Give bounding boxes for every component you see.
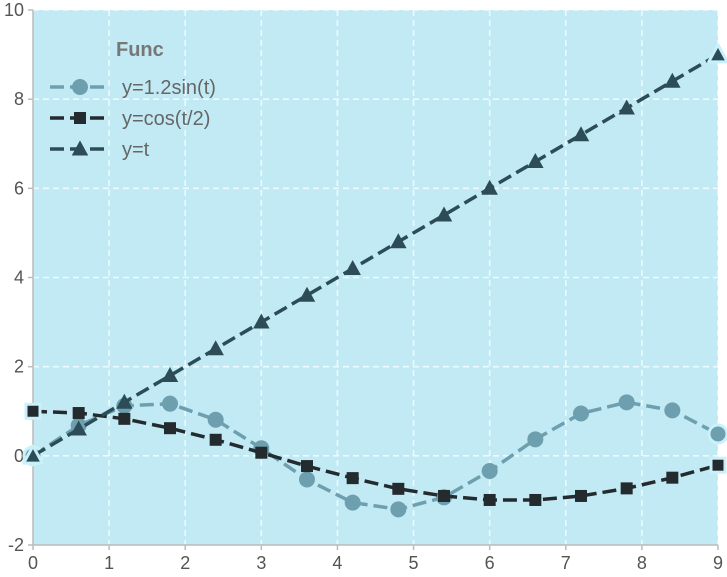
- series-line: [32, 400, 719, 512]
- data-point: [253, 313, 270, 329]
- legend: Func y=1.2sin(t) y=cos(t/2) y=t: [50, 39, 216, 161]
- data-point: [298, 286, 316, 302]
- legend-item: y=cos(t/2): [50, 108, 210, 130]
- data-point: [573, 405, 589, 422]
- data-point: [438, 489, 450, 502]
- legend-item: y=1.2sin(t): [50, 77, 216, 99]
- y-tick-label: 4: [14, 268, 24, 288]
- x-tick-label: 9: [713, 553, 723, 573]
- series-triangle: [22, 43, 727, 465]
- data-point: [575, 489, 587, 502]
- y-tick-label: 8: [14, 89, 24, 109]
- data-point: [72, 407, 85, 420]
- data-point: [22, 444, 44, 465]
- series-layer: [22, 43, 727, 518]
- series-line: [32, 53, 719, 458]
- data-point: [164, 422, 176, 435]
- legend-label: y=1.2sin(t): [122, 77, 216, 99]
- data-point: [572, 126, 590, 142]
- data-point: [255, 446, 268, 459]
- x-tick-label: 0: [28, 553, 38, 573]
- legend-item: y=t: [50, 139, 150, 161]
- data-point: [435, 206, 453, 222]
- grid: [33, 9, 719, 545]
- legend-label: y=cos(t/2): [122, 108, 210, 130]
- legend-label: y=t: [122, 139, 150, 161]
- y-tick-label: 6: [14, 178, 24, 198]
- x-tick-label: 8: [637, 553, 647, 573]
- data-point: [707, 423, 727, 445]
- legend-marker: [71, 140, 89, 156]
- data-point: [390, 501, 407, 518]
- data-point: [529, 493, 542, 506]
- data-point: [70, 420, 87, 436]
- data-point: [709, 456, 727, 474]
- data-point: [162, 395, 178, 412]
- data-point: [346, 472, 359, 485]
- data-point: [618, 394, 635, 411]
- series-square: [24, 402, 727, 506]
- data-point: [24, 402, 42, 420]
- series-line: [32, 409, 719, 502]
- data-point: [207, 411, 224, 428]
- data-point: [664, 402, 681, 419]
- y-tick-label: 2: [14, 357, 24, 377]
- x-tick-label: 1: [104, 553, 114, 573]
- data-point: [618, 99, 635, 115]
- legend-title: Func: [116, 39, 164, 61]
- data-point: [527, 431, 544, 448]
- x-tick-label: 6: [485, 553, 495, 573]
- data-point: [664, 72, 681, 88]
- data-point: [116, 393, 133, 409]
- x-tick-label: 2: [180, 553, 190, 573]
- data-point: [301, 460, 313, 473]
- data-point: [620, 482, 633, 495]
- x-tick-label: 4: [332, 553, 342, 573]
- data-point: [344, 494, 361, 511]
- data-point: [392, 482, 405, 495]
- legend-marker: [74, 112, 86, 124]
- data-point: [527, 152, 544, 169]
- legend-marker: [72, 79, 88, 95]
- data-point: [483, 493, 496, 506]
- data-point: [666, 471, 679, 484]
- data-point: [161, 366, 179, 383]
- data-point: [207, 340, 224, 356]
- data-point: [390, 233, 407, 249]
- data-point: [118, 412, 131, 425]
- data-point: [481, 179, 498, 195]
- data-point: [209, 433, 222, 446]
- data-point: [707, 43, 727, 64]
- x-tick-label: 3: [256, 553, 266, 573]
- x-tick-label: 5: [409, 553, 419, 573]
- y-tick-label: 10: [4, 0, 24, 20]
- y-tick-label: 0: [14, 446, 24, 466]
- y-tick-label: -2: [8, 535, 24, 555]
- data-point: [481, 462, 498, 479]
- data-point: [299, 471, 315, 488]
- x-tick-label: 7: [561, 553, 571, 573]
- data-point: [344, 259, 361, 276]
